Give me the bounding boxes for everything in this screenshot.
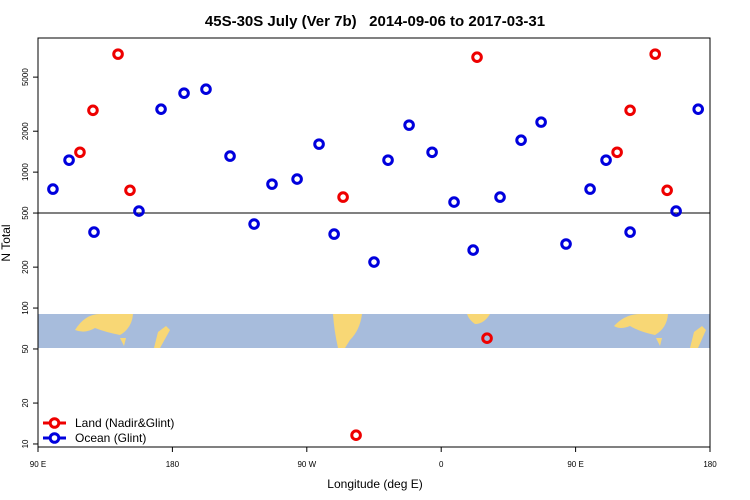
point	[133, 205, 145, 217]
land	[690, 326, 706, 348]
land	[75, 314, 133, 335]
point	[661, 184, 673, 197]
point	[426, 146, 438, 159]
y-tick-label: 2000	[21, 122, 30, 140]
legend-label: Land (Nadir&Glint)	[75, 416, 174, 430]
point	[467, 244, 479, 256]
y-tick-label: 10	[21, 439, 30, 448]
plot-frame	[37, 37, 711, 448]
point	[200, 83, 212, 95]
y-axis-label: N Total	[0, 224, 13, 261]
land	[154, 326, 170, 348]
x-tick-label: 0	[439, 460, 444, 469]
land	[120, 338, 126, 346]
land	[467, 314, 490, 324]
x-tick-label: 180	[703, 460, 717, 469]
point	[624, 226, 636, 238]
point	[692, 103, 705, 115]
point	[291, 173, 303, 185]
point	[224, 150, 236, 162]
point	[178, 87, 190, 99]
x-tick-label: 90 W	[297, 460, 316, 469]
point	[494, 191, 506, 203]
x-tick-label: 90 E	[30, 460, 46, 469]
point	[515, 134, 527, 146]
map-strip	[38, 314, 710, 348]
point	[448, 196, 460, 208]
point	[481, 332, 493, 345]
y-tick-label: 1000	[21, 163, 30, 181]
point	[611, 146, 623, 159]
land	[656, 338, 662, 346]
y-tick-label: 500	[21, 206, 30, 220]
point	[403, 119, 415, 131]
y-tick-label: 50	[21, 344, 30, 353]
point	[74, 146, 86, 159]
point	[248, 218, 260, 230]
point	[63, 154, 75, 166]
legend-label: Ocean (Glint)	[75, 431, 146, 445]
point	[670, 205, 682, 217]
y-tick-label: 100	[21, 301, 30, 315]
point	[350, 429, 362, 442]
y-tick-label: 5000	[21, 68, 30, 86]
point	[624, 104, 636, 117]
point	[47, 183, 59, 195]
land	[614, 314, 668, 335]
y-tick-label: 200	[21, 260, 30, 274]
land	[333, 314, 362, 348]
point	[368, 256, 380, 268]
point	[124, 184, 136, 197]
point	[584, 183, 596, 195]
legend-marker	[48, 417, 61, 429]
ocean-band	[38, 314, 710, 348]
legend-marker	[48, 432, 61, 444]
x-tick-label: 180	[166, 460, 180, 469]
x-tick-label: 90 E	[567, 460, 583, 469]
point	[88, 226, 100, 238]
point	[337, 191, 349, 203]
point	[313, 138, 325, 150]
point	[471, 51, 483, 63]
point	[535, 116, 547, 128]
chart-title: 45S-30S July (Ver 7b) 2014-09-06 to 2017…	[205, 13, 545, 30]
point	[600, 154, 612, 166]
point	[266, 178, 278, 190]
point	[155, 103, 167, 115]
x-axis-label: Longitude (deg E)	[327, 477, 422, 491]
point	[87, 104, 99, 117]
point	[328, 228, 340, 240]
point	[649, 48, 661, 60]
y-tick-label: 20	[21, 398, 30, 407]
point	[560, 238, 572, 250]
point	[382, 154, 394, 166]
point	[112, 48, 124, 60]
